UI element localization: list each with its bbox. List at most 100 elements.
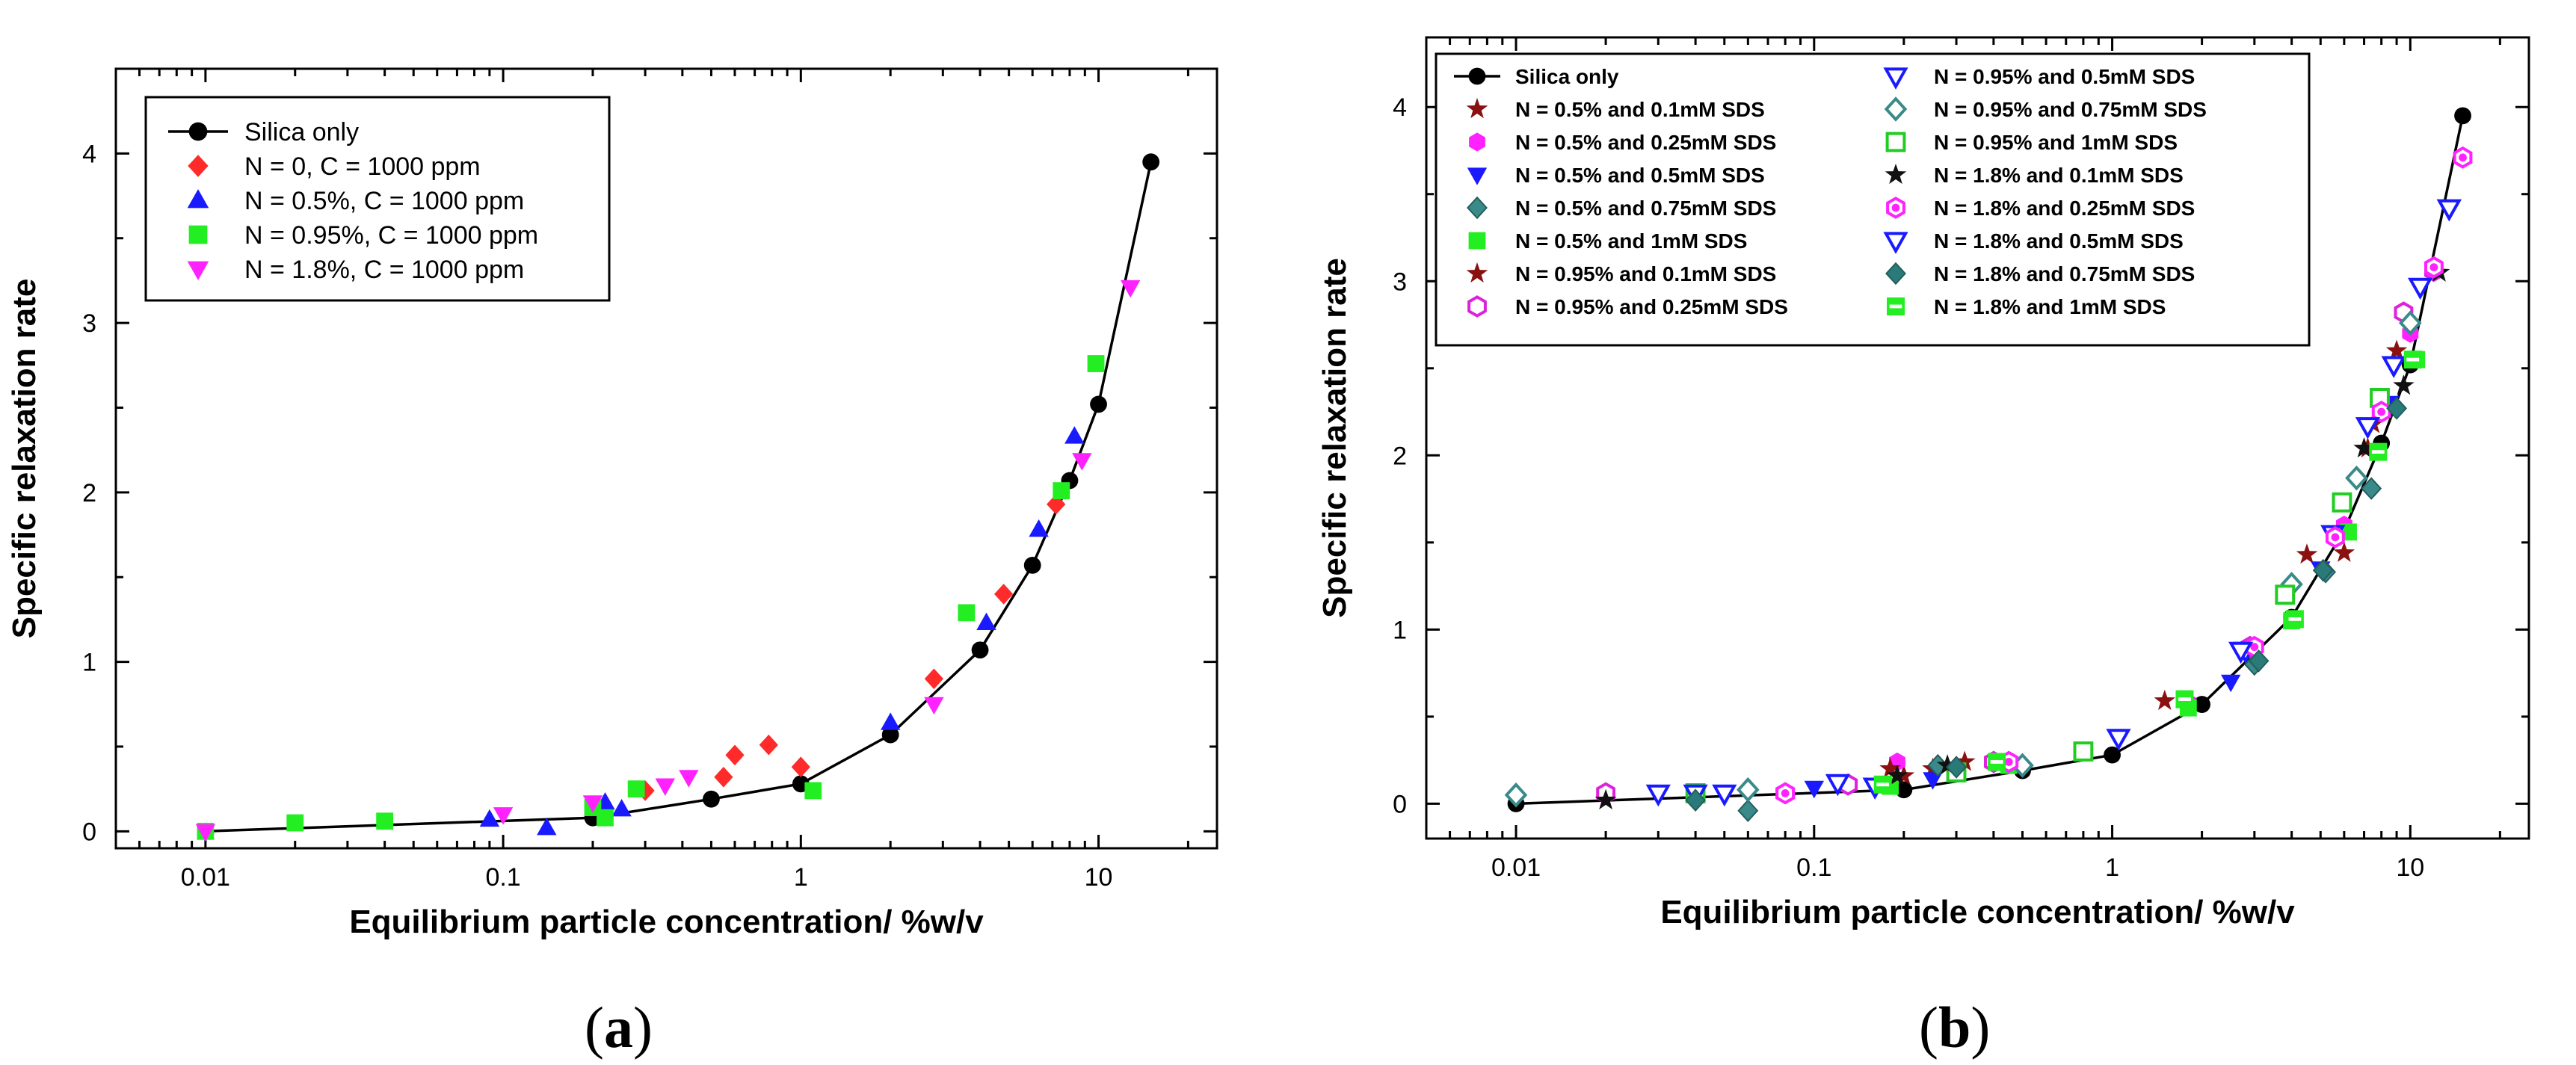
chart-1-legend-marker-dot <box>1891 203 1900 212</box>
chart-1-series-9-point <box>1504 782 1528 808</box>
chart-1-series-4-point <box>2361 477 2382 500</box>
chart-1-legend-item: N = 0.5% and 0.1mM SDS <box>1466 98 1765 121</box>
chart-1-series-5 <box>1882 351 2426 795</box>
chart-0-legend-label: N = 0.5%, C = 1000 ppm <box>244 187 524 215</box>
chart-0-legend-marker <box>188 122 208 141</box>
chart-1-legend-item: N = 1.8% and 0.25mM SDS <box>1886 197 2195 220</box>
chart-1-series-15-point <box>2175 690 2194 709</box>
chart-1-legend-marker <box>1884 96 1908 122</box>
chart-0-plot-frame <box>114 67 1218 850</box>
chart-0-series-4-point <box>195 824 216 842</box>
chart-1-legend-item: N = 0.95% and 0.1mM SDS <box>1466 262 1776 285</box>
chart-1-legend: Silica only N = 0.5% and 0.1mM SDS N = 0.5… <box>1435 52 2311 347</box>
chart-0-series-4-point <box>924 697 944 715</box>
chart-1-legend-item: N = 0.5% and 0.25mM SDS <box>1469 131 1776 154</box>
chart-1-series-15-point <box>1988 753 2006 771</box>
chart-0-y-tick-label: 0 <box>82 818 96 846</box>
chart-1-y-ticks <box>1426 105 2529 805</box>
chart-1-legend-label: N = 0.5% and 0.5mM SDS <box>1515 164 1765 187</box>
chart-1-series-12-point-dot <box>2459 153 2467 162</box>
chart-0-series-2-point <box>537 818 557 836</box>
chart-0-legend-marker <box>187 261 209 280</box>
chart-1-series-10-point <box>2275 584 2296 605</box>
chart-0-y-axis-label: Specific relaxation rate <box>6 279 43 639</box>
chart-1-series-3-point <box>2221 674 2241 693</box>
chart-1-x-tick-label: 0.1 <box>1796 853 1831 882</box>
chart-1-series-2 <box>1889 324 2419 772</box>
chart-0-series-0-point <box>1142 153 1160 171</box>
chart-0-series-4-point <box>582 795 603 813</box>
chart-1-series-0-point <box>2193 696 2210 713</box>
chart-1-series-12-point-dot <box>2331 533 2340 542</box>
chart-0-series-4-point <box>655 778 675 796</box>
chart-1-series-12-point <box>2371 401 2391 423</box>
chart-0-series-1-point <box>714 767 733 788</box>
chart-1-series-15-point-band <box>2288 617 2302 621</box>
chart-0-legend-item: N = 0.95%, C = 1000 ppm <box>188 221 538 250</box>
chart-1-series-13-point <box>2355 417 2381 439</box>
chart-1-legend-marker <box>1885 164 1907 185</box>
chart-1-legend-marker <box>1467 196 1488 220</box>
chart-1-legend-marker <box>1883 232 1908 254</box>
chart-0-series-3-point <box>958 604 976 622</box>
chart-1-x-tick-label: 1 <box>2105 853 2119 882</box>
chart-0-legend-label: N = 0.95%, C = 1000 ppm <box>244 221 538 250</box>
chart-0-series-0-point <box>1090 395 1107 413</box>
panel-caption-a-letter: a <box>603 995 633 1060</box>
chart-1-series-13-point <box>2228 641 2254 664</box>
chart-1-series-8-point <box>1825 774 1851 797</box>
chart-1-series-9-point <box>2398 310 2422 336</box>
chart-1-series-14-point <box>2312 558 2334 582</box>
chart-0-x-tick-label: 10 <box>1085 863 1113 892</box>
chart-1-legend-marker <box>1887 297 1905 315</box>
chart-1-series-12-point <box>2453 146 2473 169</box>
chart-1-series-1-point <box>2385 339 2408 360</box>
chart-1-legend-item: N = 1.8% and 1mM SDS <box>1887 295 2166 318</box>
chart-1-y-tick-label: 0 <box>1393 790 1407 818</box>
chart-0-legend: Silica only N = 0, C = 1000 ppm N = 0.5%, … <box>144 96 611 302</box>
chart-1-legend-marker <box>1885 262 1906 285</box>
chart-1-legend-item: N = 0.95% and 0.25mM SDS <box>1467 295 1788 318</box>
chart-1-series-1-point <box>2154 689 2175 710</box>
chart-1-y-tick-label: 3 <box>1393 268 1407 296</box>
chart-1-series-8-point <box>1645 784 1671 807</box>
chart-0-y-ticks <box>116 67 1217 833</box>
chart-1-legend-label: N = 0.95% and 1mM SDS <box>1934 131 2178 154</box>
chart-1-legend-label: N = 0.95% and 0.25mM SDS <box>1515 295 1788 318</box>
chart-0-series-2-point <box>1064 426 1085 444</box>
chart-1-series-6-point <box>1954 750 1976 771</box>
chart-0-series-3-point <box>1087 355 1105 372</box>
chart-1-legend-item: Silica only <box>1454 65 1619 88</box>
chart-0-series-3 <box>197 355 1105 840</box>
chart-1-legend-item: N = 0.5% and 0.75mM SDS <box>1467 196 1776 220</box>
chart-1-legend-marker <box>1468 67 1486 85</box>
chart-0-y-tick-label: 4 <box>82 140 96 168</box>
chart-1-x-tick-label: 10 <box>2396 853 2424 882</box>
chart-1-series-6-point <box>2333 541 2355 562</box>
chart-1-series-15-point-band <box>1990 760 2003 764</box>
chart-0-series-3-point <box>1053 482 1070 499</box>
chart-1-series-15 <box>1873 351 2422 794</box>
chart-1-series-14-point <box>2386 397 2408 420</box>
chart-0-legend-item: Silica only <box>168 118 359 146</box>
chart-0-y-tick-label: 3 <box>82 309 96 338</box>
chart-1-legend-label: N = 1.8% and 0.5mM SDS <box>1934 229 2184 253</box>
chart-1-x-ticks <box>1425 37 2501 839</box>
chart-1-series-8-point <box>1712 784 1737 807</box>
chart-1-series-14 <box>1685 397 2408 812</box>
panel-caption-b-letter: b <box>1938 995 1971 1060</box>
chart-1-legend-label: N = 0.5% and 1mM SDS <box>1515 229 1747 253</box>
chart-1-series-9 <box>1504 310 2422 808</box>
chart-1-series-15-point-band <box>2371 450 2385 454</box>
chart-1-series-1 <box>1893 339 2408 785</box>
chart-1-legend-item: N = 0.95% and 0.5mM SDS <box>1883 65 2195 90</box>
chart-0-series-1-point <box>924 668 943 690</box>
chart-1-legend-marker <box>1466 98 1488 119</box>
chart-panel-a: 0.01 0.1 1 10 0 1 2 3 4 Equilibrium particle conc… <box>6 67 1218 940</box>
chart-1-y-tick-label: 1 <box>1393 616 1407 644</box>
chart-1-legend-item: N = 0.5% and 1mM SDS <box>1468 229 1747 253</box>
chart-1-series-0-point <box>2454 107 2471 125</box>
chart-0-series-0-point <box>1023 556 1041 574</box>
chart-1-legend-label: N = 1.8% and 1mM SDS <box>1934 295 2166 318</box>
chart-1-legend-marker <box>1885 132 1906 152</box>
